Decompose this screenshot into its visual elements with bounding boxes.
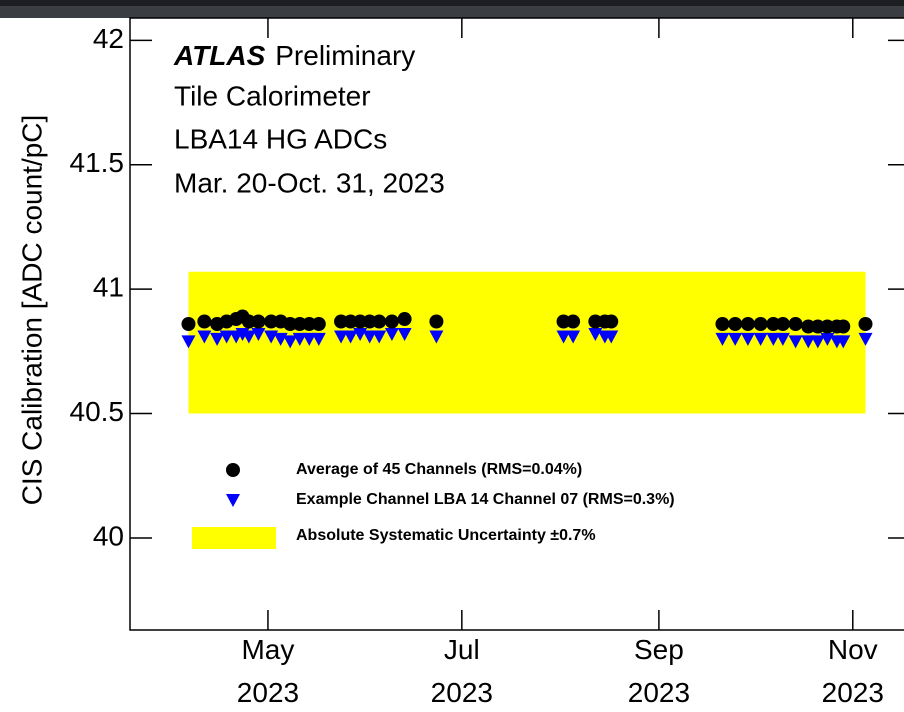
average-point [384,314,399,329]
channel-point [397,327,412,341]
average-point [429,314,444,329]
average-point [251,314,266,329]
y-tick-label: 40 [93,520,124,551]
annotation: Tile Calorimeter [174,80,371,111]
top-photo-strip-shadow [0,0,904,6]
channel-point [556,330,571,344]
channel-point [362,330,377,344]
average-point [397,312,412,327]
channel-point [740,332,755,346]
channel-point [384,327,399,341]
channel-point [181,335,196,349]
brand: ATLAS [173,40,266,71]
channel-point [251,327,266,341]
channel-point [197,330,212,344]
y-tick-label: 41 [93,272,124,303]
average-point [858,317,873,331]
channel-point [858,332,873,346]
x-tick-label: Sep 2023 [628,634,690,708]
average-point [181,317,196,331]
plot-area [181,271,873,414]
channel-point [836,335,851,349]
channel-point [715,332,730,346]
channel-point [302,332,317,346]
brand-suffix: Preliminary [275,40,415,71]
channel-point [292,332,307,346]
channel-point [241,330,256,344]
y-tick-label: 41.5 [70,147,125,178]
average-point [740,317,755,331]
channel-point [566,330,581,344]
channel-point [311,332,326,346]
channel-point [283,335,298,349]
legend-label: Example Channel LBA 14 Channel 07 (RMS=0… [296,491,675,508]
channel-point [210,332,225,346]
average-point [775,317,790,331]
y-axis-label: CIS Calibration [ADC count/pC] [16,115,47,506]
channel-point [334,330,349,344]
channel-point [728,332,743,346]
frame [129,17,904,631]
y-tick-label: 40.5 [70,396,125,427]
channel-point [766,332,781,346]
average-point [372,314,387,329]
channel-point [801,335,816,349]
average-point [753,317,768,331]
legend-label: Absolute Systematic Uncertainty ±0.7% [296,527,596,544]
average-point [788,317,803,331]
legend: Average of 45 Channels (RMS=0.04%) Examp… [192,461,675,549]
channel-point [753,332,768,346]
legend-marker [226,494,240,507]
legend-band [192,527,276,549]
atlas-label: ATLAS Preliminary [173,40,415,71]
annotation: LBA14 HG ADCs [174,123,387,154]
legend-marker [226,463,240,477]
channel-point [219,330,234,344]
average-point [604,314,619,329]
y-tick-label: 42 [93,23,124,54]
uncertainty-band [188,271,866,414]
average-point [197,314,212,329]
channel-point [788,335,803,349]
channel-point [343,330,358,344]
annotation: Mar. 20-Oct. 31, 2023 [174,167,445,198]
channel-point [775,332,790,346]
average-point [728,317,743,331]
channel-point [429,330,444,344]
x-tick-label: Nov 2023 [822,634,884,708]
average-point [566,314,581,329]
legend-label: Average of 45 Channels (RMS=0.04%) [296,461,582,478]
x-tick-label: May 2023 [237,634,299,708]
channel-point [372,330,387,344]
channel-point [810,335,825,349]
channel-point [604,330,619,344]
average-point [715,317,730,331]
average-point [836,319,851,334]
x-tick-label: Jul 2023 [431,634,493,708]
average-point [311,317,326,331]
